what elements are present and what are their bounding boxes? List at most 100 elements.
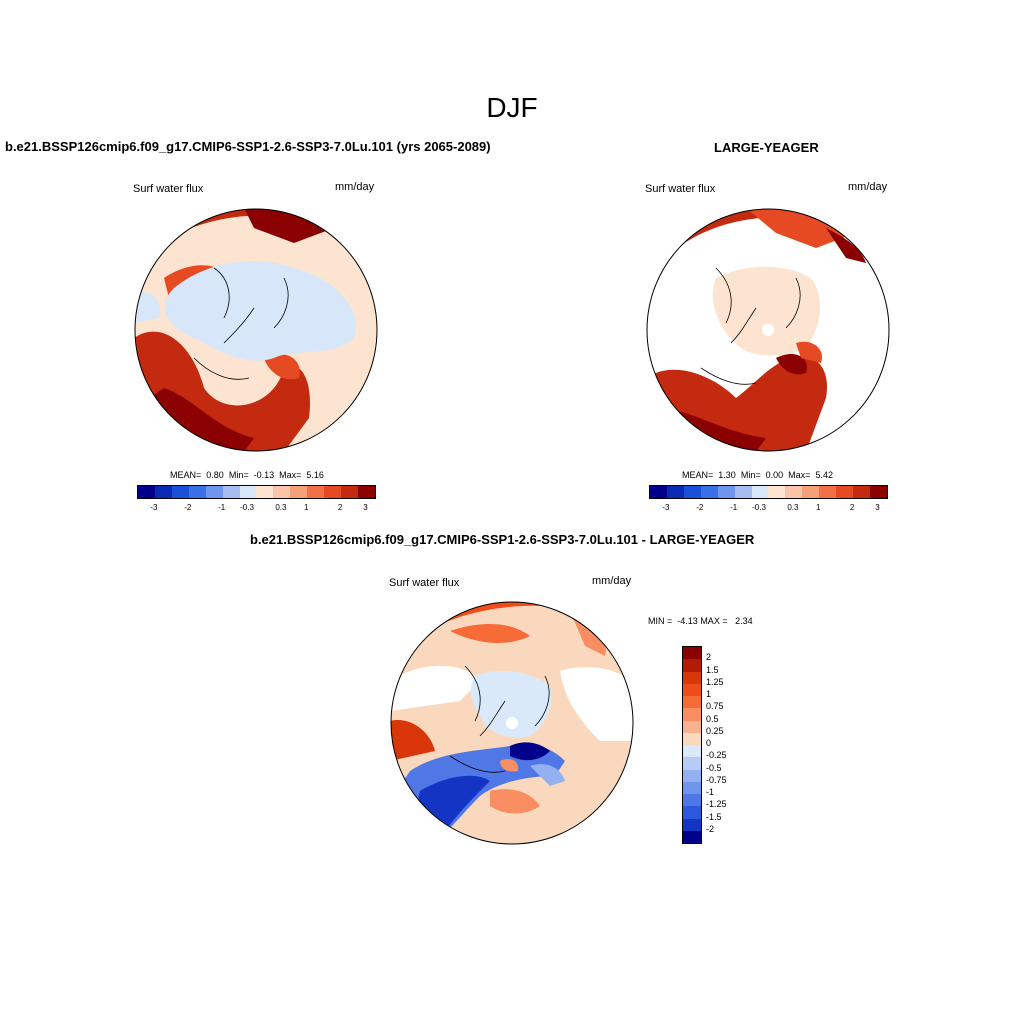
colorbar-swatch <box>683 818 701 831</box>
colorbar-tick-label: -3 <box>662 503 670 512</box>
colorbar-swatch <box>683 732 701 745</box>
colorbar-swatch <box>700 486 718 498</box>
colorbar-tick-label: -2 <box>184 503 192 512</box>
max-value: 5.16 <box>306 470 324 480</box>
panel-2-polar-map <box>646 208 890 452</box>
colorbar-swatch <box>650 486 667 498</box>
panel-1-colorbar <box>137 485 376 499</box>
colorbar-swatch <box>683 745 701 758</box>
colorbar-swatch <box>666 486 684 498</box>
panel-2-units-label: mm/day <box>848 181 888 193</box>
panel-2-stats: MEAN= 1.30 Min= 0.00 Max= 5.42 <box>682 470 833 480</box>
diff-units-label: mm/day <box>592 575 632 587</box>
max-value: 5.42 <box>815 470 833 480</box>
colorbar-swatch <box>683 757 701 770</box>
colorbar-tick-label: 2 <box>337 503 343 512</box>
max-label: MAX = <box>700 616 728 626</box>
diff-polar-map <box>390 601 634 845</box>
colorbar-label: 0.75 <box>706 701 724 712</box>
colorbar-swatch <box>683 647 701 660</box>
mean-label: MEAN= <box>682 470 714 480</box>
colorbar-swatch <box>307 486 325 498</box>
panel-1-title: b.e21.BSSP126cmip6.f09_g17.CMIP6-SSP1-2.… <box>5 139 491 154</box>
colorbar-swatch <box>357 486 375 498</box>
colorbar-label: -0.25 <box>706 750 727 761</box>
colorbar-swatch <box>683 769 701 782</box>
colorbar-swatch <box>273 486 291 498</box>
diff-panel-title: b.e21.BSSP126cmip6.f09_g17.CMIP6-SSP1-2.… <box>250 532 755 547</box>
max-label: Max= <box>788 470 811 480</box>
colorbar-tick-label: 3 <box>363 503 368 512</box>
colorbar-swatch <box>836 486 854 498</box>
colorbar-swatch <box>683 794 701 807</box>
colorbar-swatch <box>802 486 820 498</box>
figure-title: DJF <box>486 92 538 123</box>
colorbar-label: 0 <box>706 738 712 748</box>
colorbar-swatch <box>683 806 701 819</box>
colorbar-swatch <box>683 781 701 794</box>
colorbar-tick-label: 0.3 <box>275 503 287 512</box>
mean-value: 1.30 <box>718 470 736 480</box>
colorbar-swatch <box>683 720 701 733</box>
colorbar-tick-label: 1 <box>816 503 821 512</box>
diff-colorbar <box>682 646 702 844</box>
min-label: Min= <box>228 470 249 480</box>
max-label: Max= <box>279 470 302 480</box>
colorbar-swatch <box>290 486 308 498</box>
colorbar-swatch <box>683 671 701 684</box>
colorbar-label: -1.25 <box>706 799 727 810</box>
colorbar-tick-label: -0.3 <box>240 503 254 512</box>
colorbar-tick-label: -3 <box>150 503 158 512</box>
diff-stats: MIN = -4.13 MAX = 2.34 <box>648 616 753 626</box>
colorbar-tick-label: 3 <box>875 503 880 512</box>
colorbar-swatch <box>205 486 223 498</box>
colorbar-swatch <box>751 486 769 498</box>
colorbar-swatch <box>717 486 735 498</box>
panel-1-stats: MEAN= 0.80 Min= -0.13 Max= 5.16 <box>170 470 324 480</box>
mean-label: MEAN= <box>170 470 202 480</box>
colorbar-swatch <box>683 696 701 709</box>
colorbar-label: 0.25 <box>706 725 724 736</box>
colorbar-tick-label: 2 <box>849 503 855 512</box>
diff-variable-label: Surf water flux <box>389 577 460 589</box>
colorbar-label: 1.25 <box>706 676 724 687</box>
colorbar-swatch <box>683 830 701 843</box>
colorbar-label: -1.5 <box>706 811 722 822</box>
colorbar-tick-label: -1 <box>218 503 226 512</box>
colorbar-label: 1 <box>706 689 712 699</box>
colorbar-swatch <box>785 486 803 498</box>
colorbar-swatch <box>256 486 274 498</box>
colorbar-swatch <box>138 486 155 498</box>
colorbar-label: 0.5 <box>706 713 719 724</box>
colorbar-label: -1 <box>706 787 715 797</box>
colorbar-tick-label: 1 <box>304 503 309 512</box>
colorbar-tick-label: -1 <box>730 503 738 512</box>
colorbar-swatch <box>683 659 701 672</box>
colorbar-label: -2 <box>706 823 715 834</box>
min-value: -4.13 <box>677 616 698 626</box>
min-label: Min= <box>740 470 761 480</box>
mean-value: 0.80 <box>206 470 224 480</box>
colorbar-label: -0.75 <box>706 774 727 785</box>
colorbar-swatch <box>341 486 358 498</box>
colorbar-swatch <box>683 683 701 696</box>
min-value: -0.13 <box>253 470 275 480</box>
colorbar-swatch <box>683 708 701 721</box>
colorbar-tick-label: -2 <box>696 503 704 512</box>
min-value: 0.00 <box>765 470 784 480</box>
colorbar-swatch <box>683 486 701 498</box>
colorbar-label: -0.5 <box>706 762 722 773</box>
colorbar-tick-label: 0.3 <box>787 503 799 512</box>
colorbar-label: 2 <box>706 652 712 663</box>
colorbar-swatch <box>171 486 189 498</box>
panel-2-variable-label: Surf water flux <box>645 183 716 195</box>
colorbar-swatch <box>154 486 172 498</box>
colorbar-swatch <box>188 486 206 498</box>
colorbar-swatch <box>869 486 887 498</box>
panel-1-variable-label: Surf water flux <box>133 183 204 195</box>
max-value: 2.34 <box>735 616 753 626</box>
colorbar-tick-label: -0.3 <box>752 503 766 512</box>
min-label: MIN = <box>648 616 673 626</box>
colorbar-swatch <box>324 486 342 498</box>
colorbar-swatch <box>734 486 752 498</box>
